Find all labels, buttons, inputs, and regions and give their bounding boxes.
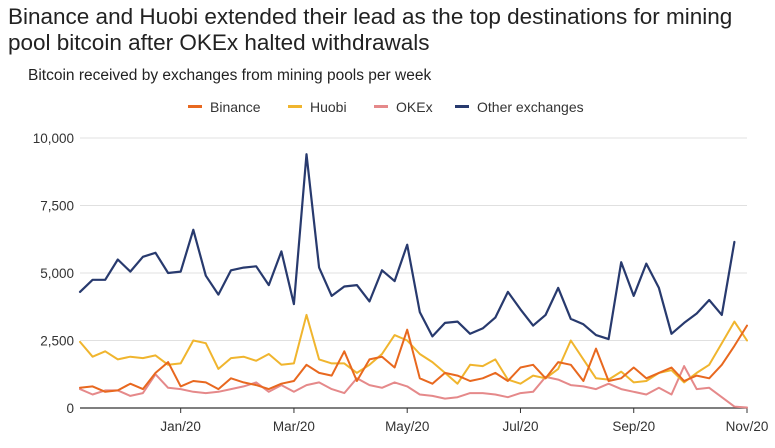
y-tick-label: 5,000	[40, 266, 74, 281]
legend-swatch-huobi	[288, 105, 302, 109]
legend-label-other-exchanges: Other exchanges	[477, 99, 584, 115]
legend-label-binance: Binance	[210, 99, 261, 115]
x-tick-label: Mar/20	[273, 419, 315, 434]
legend-label-okex: OKEx	[396, 99, 433, 115]
legend-item-huobi: Huobi	[288, 99, 347, 117]
legend-label-huobi: Huobi	[310, 99, 347, 115]
legend-swatch-other-exchanges	[455, 105, 469, 109]
series-lines	[78, 153, 748, 409]
x-tick-label: Jul/20	[502, 419, 538, 434]
chart-title: Binance and Huobi extended their lead as…	[8, 4, 733, 55]
y-axis-ticks: 0 2,500 5,000 7,500 10,000	[33, 131, 74, 416]
y-tick-label: 7,500	[40, 199, 74, 214]
x-tick-label: Sep/20	[612, 419, 655, 434]
legend: Binance Huobi OKEx Other exchanges	[0, 99, 775, 117]
series-line-okex	[79, 365, 748, 409]
legend-item-okex: OKEx	[374, 99, 433, 117]
y-tick-label: 0	[66, 401, 74, 416]
series-line-other-exchanges	[78, 153, 736, 341]
series-line-huobi	[79, 313, 748, 385]
y-tick-label: 2,500	[40, 334, 74, 349]
legend-item-other-exchanges: Other exchanges	[455, 99, 584, 117]
x-tick-label: Jan/20	[160, 419, 201, 434]
y-tick-label: 10,000	[33, 131, 74, 146]
x-tick-label: Nov/20	[726, 419, 769, 434]
x-tick-label: May/20	[385, 419, 429, 434]
legend-swatch-binance	[188, 105, 202, 109]
x-axis-ticks: Jan/20 Mar/20 May/20 Jul/20 Sep/20 Nov/20	[160, 408, 768, 434]
chart-subtitle: Bitcoin received by exchanges from minin…	[28, 67, 432, 84]
legend-swatch-okex	[374, 105, 388, 109]
legend-item-binance: Binance	[188, 99, 261, 117]
series-line-binance	[79, 324, 748, 393]
